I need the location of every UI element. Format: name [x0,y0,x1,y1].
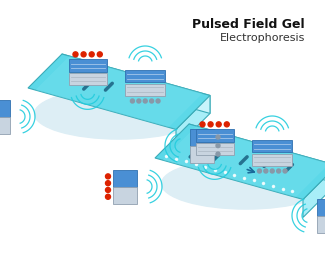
Circle shape [106,188,110,192]
Circle shape [283,169,287,173]
Circle shape [156,99,160,103]
FancyBboxPatch shape [0,116,10,134]
Polygon shape [162,126,325,197]
FancyBboxPatch shape [190,146,214,163]
Polygon shape [155,124,325,199]
FancyBboxPatch shape [190,129,214,146]
Circle shape [216,144,220,148]
Circle shape [130,99,135,103]
FancyBboxPatch shape [317,199,325,216]
Circle shape [81,52,86,57]
Circle shape [216,135,220,139]
Polygon shape [176,95,210,148]
Circle shape [106,174,110,179]
FancyBboxPatch shape [125,70,165,83]
Polygon shape [35,56,202,127]
Circle shape [270,169,274,173]
Circle shape [264,169,268,173]
Circle shape [137,99,141,103]
Circle shape [200,122,205,127]
Circle shape [208,122,213,127]
Circle shape [216,152,220,156]
Circle shape [106,181,110,186]
Polygon shape [28,54,210,129]
Circle shape [257,169,261,173]
Circle shape [150,99,154,103]
FancyBboxPatch shape [252,153,292,166]
Circle shape [106,194,110,199]
Text: Pulsed Field Gel: Pulsed Field Gel [192,18,305,31]
Circle shape [224,122,229,127]
Ellipse shape [34,88,203,139]
FancyBboxPatch shape [317,216,325,233]
FancyBboxPatch shape [69,59,107,72]
FancyBboxPatch shape [69,73,107,85]
Circle shape [216,122,221,127]
Ellipse shape [162,158,325,209]
Circle shape [73,52,78,57]
Circle shape [97,52,102,57]
Circle shape [89,52,94,57]
FancyBboxPatch shape [113,170,137,186]
FancyBboxPatch shape [252,140,292,153]
Polygon shape [62,54,210,113]
Circle shape [277,169,281,173]
FancyBboxPatch shape [196,143,234,155]
Polygon shape [303,165,325,218]
FancyBboxPatch shape [113,186,137,204]
FancyBboxPatch shape [196,129,234,142]
Circle shape [143,99,147,103]
FancyBboxPatch shape [125,83,165,96]
Text: Electrophoresis: Electrophoresis [220,33,305,43]
FancyBboxPatch shape [0,100,10,116]
Polygon shape [189,124,325,183]
